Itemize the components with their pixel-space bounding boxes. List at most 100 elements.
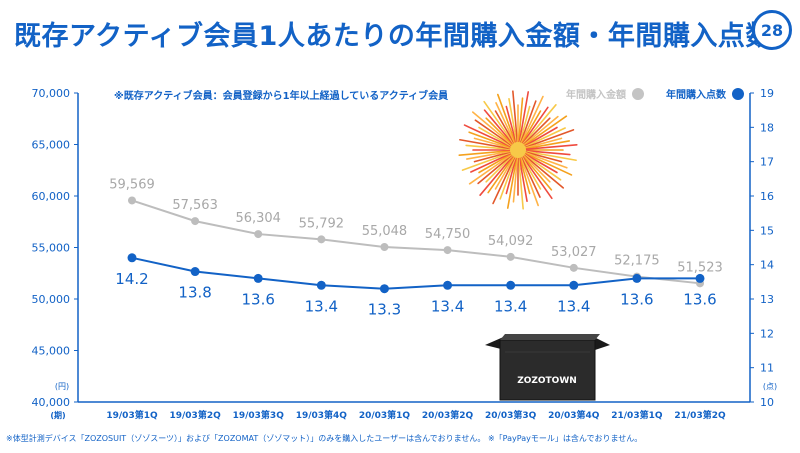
count-data-point bbox=[443, 280, 453, 290]
firework-ray bbox=[521, 153, 553, 191]
definition-note: ※既存アクティブ会員：会員登録から1年以上経過しているアクティブ会員 bbox=[114, 91, 449, 102]
firework-ray bbox=[512, 155, 519, 203]
firework-ray bbox=[499, 154, 517, 200]
firework-ray bbox=[494, 110, 516, 146]
x-axis-ticks: 19/03第1Q 19/03第2Q 19/03第3Q 19/03第4Q 20/03第1Q… bbox=[106, 409, 726, 421]
amount-data-label: 57,563 bbox=[172, 198, 218, 213]
count-data-point bbox=[253, 273, 263, 283]
count-data-point bbox=[506, 280, 516, 290]
firework-ray bbox=[522, 152, 562, 181]
page-number-badge: 28 bbox=[752, 10, 792, 50]
right-tick-label: 11 bbox=[760, 362, 774, 375]
firework-ray bbox=[519, 95, 544, 146]
legend-amount-label: 年間購入金額 bbox=[566, 90, 626, 101]
legend-count-swatch bbox=[732, 87, 744, 100]
left-axis-ticks: 40,000 45,000 50,000 55,000 60,000 65,000 70,0… bbox=[32, 87, 78, 409]
amount-data-point bbox=[569, 263, 578, 272]
amount-data-label: 51,523 bbox=[677, 260, 723, 275]
firework-ray bbox=[483, 109, 515, 147]
firework-ray bbox=[522, 151, 568, 169]
zozotown-logo: ZOZOTOWN bbox=[517, 376, 577, 386]
firework-ray bbox=[520, 110, 542, 146]
firework-ray bbox=[522, 151, 573, 176]
amount-data-label: 55,792 bbox=[299, 216, 345, 231]
firework-ray bbox=[522, 115, 568, 148]
firework-core bbox=[510, 142, 526, 158]
firework-ray bbox=[478, 152, 514, 174]
legend-count: 年間購入点数 bbox=[666, 86, 744, 101]
left-axis-unit: (円) bbox=[55, 382, 69, 391]
firework-illustration bbox=[458, 90, 578, 210]
x-tick-label: 21/03第2Q bbox=[674, 409, 726, 421]
firework-ray bbox=[520, 154, 553, 200]
amount-data-label: 56,304 bbox=[235, 211, 281, 226]
firework-ray bbox=[458, 149, 513, 156]
x-tick-label: 19/03第4Q bbox=[296, 409, 348, 421]
firework-ray bbox=[505, 154, 518, 195]
count-data-label: 13.8 bbox=[178, 284, 211, 302]
firework-ray bbox=[473, 150, 514, 163]
count-data-label: 13.4 bbox=[431, 297, 464, 315]
right-tick-label: 19 bbox=[760, 87, 774, 100]
firework-ray bbox=[518, 155, 528, 203]
firework-ray bbox=[485, 117, 515, 147]
amount-data-point bbox=[128, 196, 136, 205]
x-tick-label: 19/03第2Q bbox=[169, 409, 221, 421]
firework-ray bbox=[523, 140, 571, 150]
firework-ray bbox=[494, 154, 516, 190]
right-tick-label: 16 bbox=[760, 190, 774, 203]
firework-ray bbox=[497, 93, 517, 146]
firework-ray bbox=[506, 155, 518, 209]
count-data-point bbox=[190, 267, 200, 277]
firework-ray bbox=[483, 100, 516, 146]
firework-ray bbox=[522, 150, 563, 163]
legend-amount: 年間購入金額 bbox=[566, 86, 644, 101]
x-tick-label: 20/03第3Q bbox=[485, 409, 537, 421]
count-data-point bbox=[379, 284, 389, 294]
firework-ray bbox=[518, 91, 530, 145]
count-data-label: 13.4 bbox=[557, 297, 590, 315]
firework-ray bbox=[519, 154, 539, 207]
firework-ray bbox=[461, 151, 514, 171]
amount-data-label: 55,048 bbox=[362, 224, 408, 239]
count-data-point bbox=[695, 273, 705, 283]
count-data-label: 13.6 bbox=[683, 290, 716, 308]
amount-data-label: 52,175 bbox=[614, 254, 660, 269]
left-tick-label: 70,000 bbox=[32, 87, 71, 100]
firework-ray bbox=[468, 131, 514, 149]
amount-data-label: 59,569 bbox=[109, 177, 155, 192]
amount-data-point bbox=[506, 252, 515, 261]
count-data-point bbox=[316, 280, 326, 290]
right-tick-label: 13 bbox=[760, 293, 774, 306]
amount-data-point bbox=[380, 243, 389, 252]
firework-ray bbox=[517, 97, 524, 145]
firework-ray bbox=[472, 111, 515, 147]
firework-ray bbox=[459, 138, 513, 150]
firework-ray bbox=[519, 154, 541, 198]
firework-ray bbox=[470, 151, 514, 173]
legend-count-label: 年間購入点数 bbox=[666, 90, 726, 101]
count-data-label: 13.4 bbox=[305, 297, 338, 315]
firework-ray bbox=[508, 97, 518, 145]
firework-ray bbox=[468, 152, 514, 185]
firework-ray bbox=[505, 105, 518, 146]
count-data-label: 13.6 bbox=[620, 290, 653, 308]
amount-data-label: 53,027 bbox=[551, 245, 597, 260]
right-tick-label: 10 bbox=[760, 396, 774, 409]
firework-ray bbox=[495, 102, 517, 146]
firework-ray bbox=[473, 137, 514, 150]
firework-ray bbox=[477, 153, 515, 185]
firework-ray bbox=[523, 144, 578, 151]
firework-ray bbox=[520, 106, 549, 146]
firework-ray bbox=[522, 152, 558, 174]
count-data-point bbox=[127, 253, 137, 263]
firework-ray bbox=[522, 126, 558, 148]
firework-ray bbox=[465, 150, 513, 160]
amount-data-point bbox=[317, 235, 326, 244]
firework-ray bbox=[521, 104, 557, 147]
right-tick-label: 15 bbox=[760, 224, 774, 237]
left-tick-label: 50,000 bbox=[32, 293, 71, 306]
firework-ray bbox=[520, 154, 542, 190]
firework-ray bbox=[519, 100, 537, 146]
firework-ray bbox=[523, 150, 577, 162]
